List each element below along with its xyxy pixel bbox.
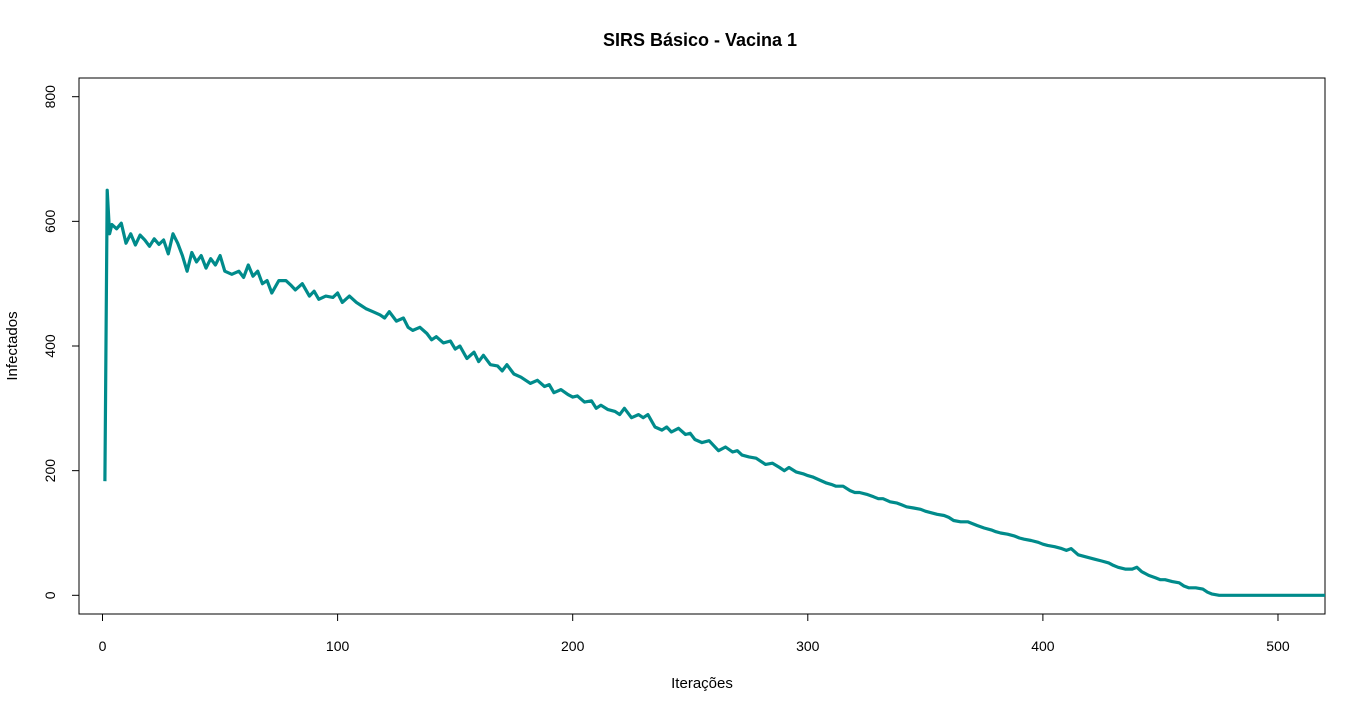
y-tick-label: 600 [42, 209, 58, 233]
x-tick-label: 300 [796, 638, 820, 654]
x-tick-label: 400 [1031, 638, 1055, 654]
y-tick-label: 200 [42, 459, 58, 483]
x-tick-label: 500 [1266, 638, 1290, 654]
chart-title: SIRS Básico - Vacina 1 [603, 30, 797, 50]
x-tick-label: 0 [99, 638, 107, 654]
y-tick-label: 400 [42, 334, 58, 358]
series-line [103, 188, 1325, 597]
y-axis-label: Infectados [4, 311, 21, 380]
y-tick-label: 0 [42, 591, 58, 599]
x-tick-label: 100 [326, 638, 350, 654]
y-axis: 0 200 400 600 800 [42, 85, 80, 599]
x-axis: 0 100 200 300 400 500 [99, 613, 1290, 654]
x-tick-label: 200 [561, 638, 585, 654]
x-axis-label: Iterações [671, 675, 733, 692]
plot-frame [78, 77, 1326, 615]
y-tick-label: 800 [42, 85, 58, 109]
